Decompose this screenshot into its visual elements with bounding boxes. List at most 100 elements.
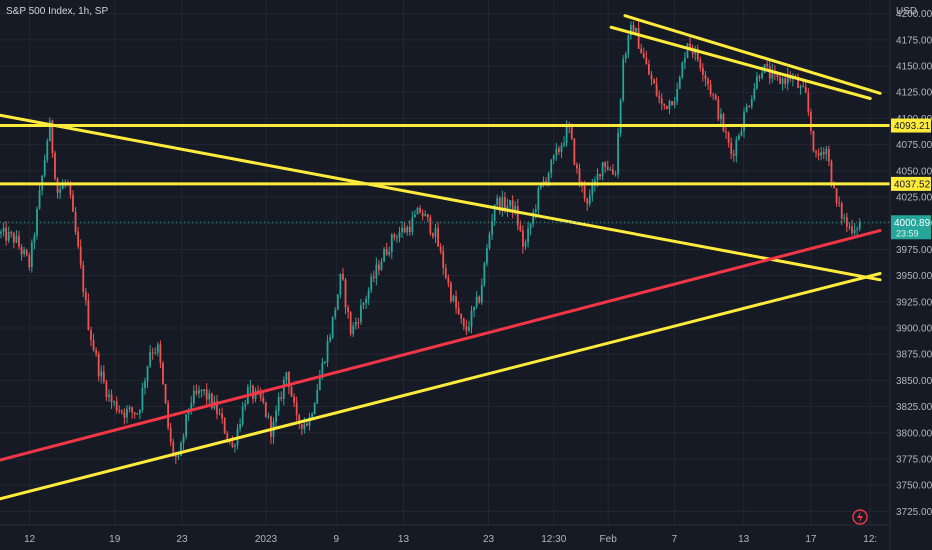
candle-body xyxy=(460,313,463,319)
candle-body xyxy=(465,326,468,331)
candle-body xyxy=(352,325,355,334)
candle-body xyxy=(277,397,280,411)
candle-body xyxy=(704,74,707,80)
candle-body xyxy=(635,28,637,32)
candle-body xyxy=(504,197,506,210)
candle-body xyxy=(730,142,733,154)
candle-body xyxy=(576,164,578,169)
candle-body xyxy=(735,139,738,156)
x-tick-label: 7 xyxy=(672,534,678,545)
candle-body xyxy=(812,130,815,151)
candle-body xyxy=(858,222,861,229)
candle-body xyxy=(570,126,573,139)
candle-body xyxy=(190,403,193,410)
candle-body xyxy=(25,249,28,256)
candle-body xyxy=(77,232,80,247)
candle-body xyxy=(38,190,41,209)
candle-body xyxy=(833,184,835,189)
candle-body xyxy=(313,403,316,414)
candle-body xyxy=(113,401,116,403)
candle-body xyxy=(354,322,357,326)
candle-body xyxy=(2,227,5,232)
candle-body xyxy=(92,340,95,351)
current-price-tag xyxy=(891,215,931,240)
x-tick-label: 23 xyxy=(483,534,495,545)
candle-body xyxy=(509,200,511,206)
current-price-countdown: 23:59 xyxy=(896,228,919,238)
y-tick-label: 4125.00 xyxy=(896,88,932,99)
candle-body xyxy=(141,387,144,411)
candle-body xyxy=(527,228,529,243)
candle-body xyxy=(223,418,226,434)
candle-body xyxy=(285,372,288,381)
trendline-wedge-top[interactable] xyxy=(623,14,882,95)
x-tick-label: 2023 xyxy=(255,534,278,545)
candle-body xyxy=(686,43,689,59)
candle-body xyxy=(411,217,414,233)
candle-body xyxy=(619,100,622,133)
trendlines[interactable] xyxy=(0,14,890,501)
candle-body xyxy=(817,153,820,156)
candle-body xyxy=(182,436,185,443)
candle-body xyxy=(347,307,349,312)
candle-body xyxy=(498,198,501,211)
candle-body xyxy=(745,106,748,113)
candle-body xyxy=(48,120,51,142)
trendline-wedge-bottom[interactable] xyxy=(609,25,872,101)
candle-body xyxy=(79,246,82,266)
candles[interactable] xyxy=(0,21,861,464)
candle-body xyxy=(90,329,92,341)
candle-body xyxy=(172,441,175,454)
candle-body xyxy=(198,389,200,394)
candle-body xyxy=(280,397,283,399)
candle-body xyxy=(555,148,558,156)
trendline-lower-ascending[interactable] xyxy=(0,272,882,501)
y-tick-label: 4050.00 xyxy=(896,166,932,177)
candle-body xyxy=(293,396,295,403)
candle-body xyxy=(205,389,208,400)
candle-body xyxy=(807,92,810,112)
candle-body xyxy=(100,371,103,377)
candle-body xyxy=(627,35,630,54)
candle-body xyxy=(699,59,702,69)
candle-body xyxy=(290,387,293,397)
candle-body xyxy=(133,412,136,415)
candle-body xyxy=(326,341,329,362)
candle-body xyxy=(486,248,488,264)
candle-body xyxy=(493,204,496,221)
trendline-red-support[interactable] xyxy=(0,229,882,462)
candle-body xyxy=(300,424,303,429)
candle-body xyxy=(496,198,499,205)
candle-body xyxy=(565,125,568,144)
candle-body xyxy=(540,183,542,188)
candle-body xyxy=(380,261,383,270)
candle-body xyxy=(123,412,126,418)
candle-body xyxy=(306,423,308,426)
candle-body xyxy=(609,169,612,171)
candle-body xyxy=(720,114,722,120)
candle-body xyxy=(318,376,321,391)
candle-body xyxy=(784,78,787,84)
y-tick-label: 3825.00 xyxy=(896,402,932,413)
candle-body xyxy=(396,237,398,239)
candle-body xyxy=(82,265,85,293)
candle-body xyxy=(244,404,247,407)
candle-body xyxy=(820,152,823,156)
candle-body xyxy=(673,101,676,106)
candle-body xyxy=(46,141,49,160)
x-tick-label: 17 xyxy=(805,534,817,545)
candle-body xyxy=(501,197,504,211)
chart-title: S&P 500 Index, 1h, SP xyxy=(6,6,108,17)
candle-body xyxy=(552,155,555,160)
candle-body xyxy=(642,53,645,58)
candle-body xyxy=(321,362,324,377)
trendline-upper-descending[interactable] xyxy=(0,113,882,282)
candle-body xyxy=(827,148,830,162)
y-tick-label: 3900.00 xyxy=(896,323,932,334)
candle-body xyxy=(43,159,46,176)
candle-body xyxy=(159,344,162,363)
lightning-icon[interactable] xyxy=(852,509,868,525)
candle-body xyxy=(606,166,609,170)
